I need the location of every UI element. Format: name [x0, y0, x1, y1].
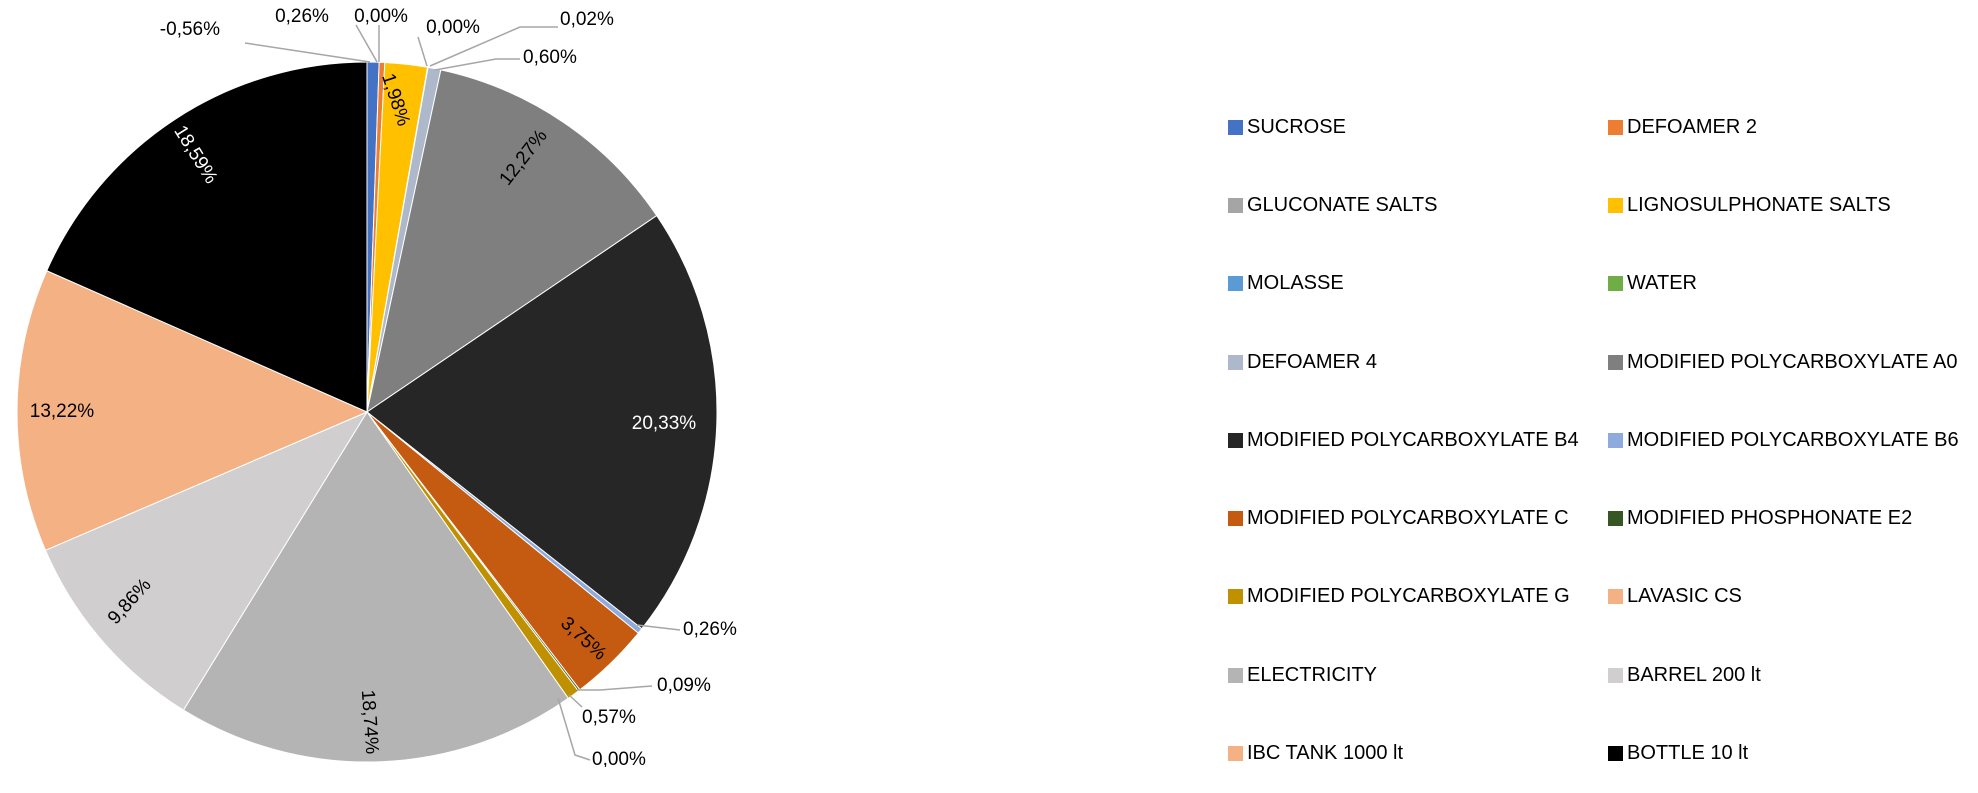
legend-swatch — [1608, 589, 1623, 605]
legend-item: IBC TANK 1000 lt — [1228, 714, 1608, 792]
legend-swatch — [1608, 667, 1623, 683]
legend-swatch — [1608, 354, 1623, 370]
legend-item: BARREL 200 lt — [1608, 636, 1978, 714]
data-label-5: 0,02% — [560, 9, 614, 30]
pie-slice-15 — [44, 410, 369, 711]
data-label-9: 0,26% — [683, 619, 737, 640]
leader-line-6 — [434, 58, 520, 71]
data-label-4: 0,00% — [426, 17, 480, 38]
data-label-6: 0,60% — [523, 47, 577, 68]
leader-line-9 — [636, 624, 681, 631]
legend-swatch — [1228, 746, 1243, 762]
pie-slice-7 — [366, 69, 658, 414]
legend-label: MODIFIED POLYCARBOXYLATE C — [1247, 507, 1569, 530]
legend-label: MODIFIED POLYCARBOXYLATE B4 — [1247, 428, 1579, 451]
legend-item: DEFOAMER 4 — [1228, 323, 1608, 401]
pie-chart: -0,56%0,26% 0,00%1,98%0,00% 0,02%0,60%12,2… — [16, 6, 737, 767]
legend-label: BOTTLE 10 lt — [1627, 742, 1749, 765]
legend-label: BARREL 200 lt — [1627, 663, 1761, 686]
leader-line-5 — [429, 26, 558, 67]
pie-slice-14 — [182, 411, 569, 763]
data-label-2: 0,00% — [354, 6, 408, 27]
legend-label: DEFOAMER 2 — [1627, 115, 1758, 138]
legend-item: SUCROSE — [1228, 88, 1608, 166]
leader-line-12 — [568, 694, 583, 708]
legend-swatch — [1228, 432, 1243, 448]
pie-slice-8 — [366, 214, 718, 630]
leader-line-1 — [355, 24, 378, 63]
legend-item: LIGNOSULPHONATE SALTS — [1608, 166, 1978, 244]
legend-label: IBC TANK 1000 lt — [1247, 742, 1403, 765]
legend-item: MODIFIED PHOSPHONATE E2 — [1608, 479, 1978, 557]
legend-item: DEFOAMER 2 — [1608, 88, 1978, 166]
legend-item: GLUCONATE SALTS — [1228, 166, 1608, 244]
legend-item: MODIFIED POLYCARBOXYLATE B6 — [1608, 401, 1978, 479]
legend-swatch — [1608, 746, 1623, 762]
legend-swatch — [1228, 589, 1243, 605]
leader-line-11 — [577, 685, 653, 691]
legend-item: MODIFIED POLYCARBOXYLATE A0 — [1608, 323, 1978, 401]
legend-swatch — [1228, 354, 1243, 370]
legend-label: WATER — [1627, 272, 1697, 295]
legend-label: GLUCONATE SALTS — [1247, 193, 1438, 216]
legend-swatch — [1608, 432, 1623, 448]
legend-label: ELECTRICITY — [1247, 663, 1378, 686]
data-label-13: 0,00% — [592, 749, 646, 767]
legend-swatch — [1608, 276, 1623, 292]
data-label-0: -0,56% — [160, 19, 220, 40]
legend-swatch — [1228, 276, 1243, 292]
chart-legend: SUCROSE DEFOAMER 2 GLUCONATE SALTS LIGNOSUL… — [1228, 88, 1978, 793]
pie-slices — [16, 61, 718, 763]
data-label-16: 13,22% — [30, 401, 95, 422]
legend-item: LAVASIC CS — [1608, 558, 1978, 636]
pie-slice-17 — [46, 61, 368, 413]
data-label-12: 0,57% — [582, 707, 636, 728]
legend-swatch — [1228, 667, 1243, 683]
legend-swatch — [1608, 511, 1623, 527]
legend-label: LIGNOSULPHONATE SALTS — [1627, 193, 1891, 216]
legend-swatch — [1228, 197, 1243, 213]
legend-item: MODIFIED POLYCARBOXYLATE C — [1228, 479, 1608, 557]
data-label-14: 18,74% — [357, 689, 382, 755]
legend-item: ELECTRICITY — [1228, 636, 1608, 714]
legend-label: DEFOAMER 4 — [1247, 350, 1378, 373]
legend-item: MODIFIED POLYCARBOXYLATE B4 — [1228, 401, 1608, 479]
label-leader-lines — [244, 24, 681, 761]
legend-item: MODIFIED POLYCARBOXYLATE G — [1228, 558, 1608, 636]
legend-label: MODIFIED POLYCARBOXYLATE A0 — [1627, 350, 1958, 373]
data-label-1: 0,26% — [275, 6, 329, 27]
legend-label: MOLASSE — [1247, 272, 1344, 295]
legend-label: SUCROSE — [1247, 115, 1346, 138]
data-label-11: 0,09% — [657, 675, 711, 696]
legend-swatch — [1228, 119, 1243, 135]
legend-label: MODIFIED POLYCARBOXYLATE B6 — [1627, 428, 1959, 451]
legend-swatch — [1228, 511, 1243, 527]
legend-item: MOLASSE — [1228, 245, 1608, 323]
pie-slice-16 — [16, 270, 369, 551]
legend-swatch — [1608, 119, 1623, 135]
legend-swatch — [1608, 197, 1623, 213]
data-label-8: 20,33% — [632, 413, 697, 434]
legend-label: MODIFIED PHOSPHONATE E2 — [1627, 507, 1913, 530]
legend-label: MODIFIED POLYCARBOXYLATE G — [1247, 585, 1570, 608]
legend-item: BOTTLE 10 lt — [1608, 714, 1978, 792]
leader-line-4 — [417, 36, 428, 67]
leader-line-0 — [244, 42, 371, 63]
legend-item: WATER — [1608, 245, 1978, 323]
leader-line-13 — [557, 697, 591, 761]
legend-label: LAVASIC CS — [1627, 585, 1742, 608]
